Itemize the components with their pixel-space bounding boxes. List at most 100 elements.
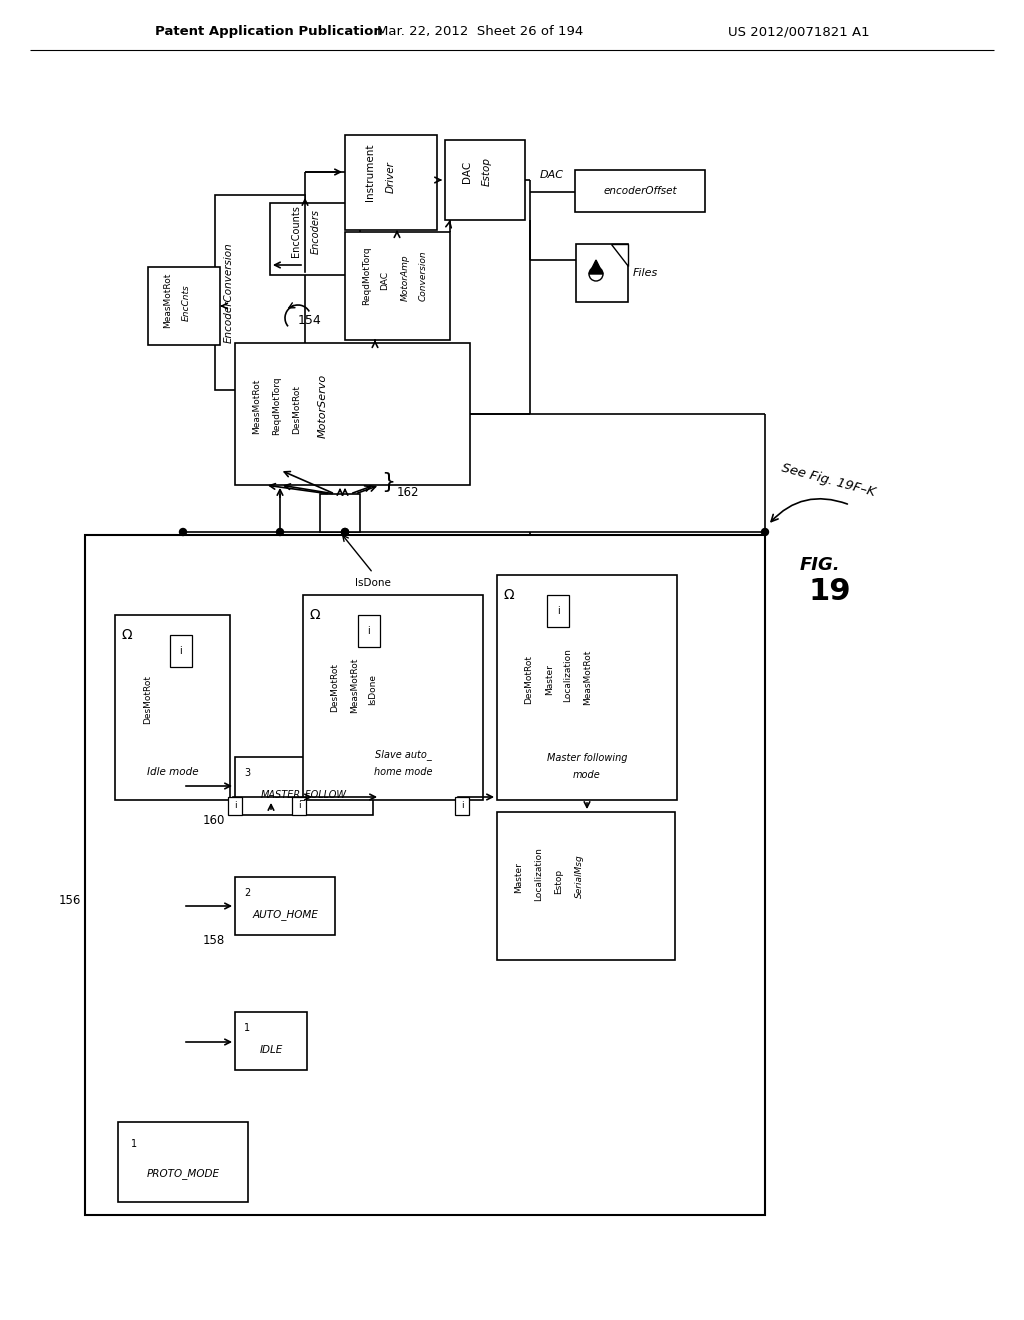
Circle shape bbox=[179, 528, 186, 536]
Bar bbox=[234, 343, 470, 484]
Bar bbox=[319, 494, 360, 532]
Bar bbox=[303, 595, 483, 800]
Text: mode: mode bbox=[573, 770, 601, 780]
Text: DesMotRot: DesMotRot bbox=[331, 663, 340, 711]
Text: DesMotRot: DesMotRot bbox=[143, 675, 153, 723]
Bar bbox=[445, 140, 525, 220]
Text: SerialMsg: SerialMsg bbox=[574, 854, 584, 898]
Circle shape bbox=[276, 528, 284, 536]
Text: 1: 1 bbox=[244, 1023, 250, 1034]
Text: MotorServo: MotorServo bbox=[318, 374, 328, 438]
Text: 3: 3 bbox=[244, 768, 250, 777]
Text: Patent Application Publication: Patent Application Publication bbox=[155, 25, 383, 38]
Bar bbox=[228, 797, 242, 814]
Bar bbox=[547, 595, 569, 627]
Text: PROTO_MODE: PROTO_MODE bbox=[146, 1168, 219, 1180]
Text: home mode: home mode bbox=[374, 767, 432, 777]
Text: ReqdMotTorq: ReqdMotTorq bbox=[362, 247, 372, 305]
Circle shape bbox=[341, 528, 348, 536]
Bar bbox=[575, 244, 628, 302]
Bar bbox=[358, 615, 380, 647]
Text: 160: 160 bbox=[203, 813, 225, 826]
Text: MeasMotRot: MeasMotRot bbox=[164, 272, 172, 327]
Bar bbox=[148, 267, 220, 345]
Text: Files: Files bbox=[633, 268, 658, 279]
Text: i: i bbox=[557, 606, 559, 616]
Text: Encoders: Encoders bbox=[311, 209, 321, 253]
Bar bbox=[345, 232, 450, 341]
Bar bbox=[215, 195, 305, 389]
Bar bbox=[455, 797, 469, 814]
Text: EncCnts: EncCnts bbox=[181, 285, 190, 321]
Text: i: i bbox=[233, 801, 237, 810]
Text: IDLE: IDLE bbox=[259, 1045, 283, 1055]
Text: Idle mode: Idle mode bbox=[146, 767, 199, 777]
Text: Estop: Estop bbox=[555, 869, 563, 894]
Text: EncoderConversion: EncoderConversion bbox=[224, 242, 234, 343]
Bar bbox=[170, 635, 193, 667]
Text: i: i bbox=[298, 801, 300, 810]
Text: Mar. 22, 2012  Sheet 26 of 194: Mar. 22, 2012 Sheet 26 of 194 bbox=[377, 25, 583, 38]
Text: Conversion: Conversion bbox=[419, 251, 427, 301]
Text: encoderOffset: encoderOffset bbox=[603, 186, 677, 195]
Text: Master: Master bbox=[546, 664, 555, 694]
Bar bbox=[497, 576, 677, 800]
Bar bbox=[115, 615, 230, 800]
Bar bbox=[234, 876, 335, 935]
Text: i: i bbox=[368, 626, 371, 636]
Text: i: i bbox=[461, 801, 463, 810]
Text: Ω: Ω bbox=[504, 587, 514, 602]
Polygon shape bbox=[611, 244, 628, 267]
Text: ReqdMotTorq: ReqdMotTorq bbox=[272, 376, 282, 436]
Text: FIG.: FIG. bbox=[800, 556, 841, 574]
Bar bbox=[234, 756, 373, 814]
Text: i: i bbox=[179, 645, 182, 656]
Text: DAC: DAC bbox=[381, 272, 389, 290]
FancyArrowPatch shape bbox=[771, 499, 848, 521]
Text: DAC: DAC bbox=[540, 170, 564, 180]
Text: }: } bbox=[381, 473, 395, 492]
Bar bbox=[234, 1012, 307, 1071]
Bar bbox=[292, 797, 306, 814]
Text: IsDone: IsDone bbox=[355, 578, 391, 587]
Text: 19: 19 bbox=[808, 578, 851, 606]
Bar bbox=[270, 203, 360, 275]
Text: Localization: Localization bbox=[563, 648, 572, 702]
Text: DAC: DAC bbox=[462, 161, 472, 183]
Text: EncCounts: EncCounts bbox=[291, 205, 301, 257]
Text: DesMotRot: DesMotRot bbox=[293, 384, 301, 433]
Text: MotorAmp: MotorAmp bbox=[400, 255, 410, 301]
Text: 162: 162 bbox=[396, 486, 419, 499]
Text: 154: 154 bbox=[298, 314, 322, 326]
Text: 1: 1 bbox=[131, 1139, 137, 1148]
Text: 158: 158 bbox=[203, 933, 225, 946]
Text: Estop: Estop bbox=[482, 157, 492, 186]
Text: 156: 156 bbox=[58, 894, 81, 907]
Text: Slave auto_: Slave auto_ bbox=[375, 750, 431, 760]
Bar bbox=[118, 1122, 248, 1203]
Text: 2: 2 bbox=[244, 888, 250, 898]
Text: Driver: Driver bbox=[386, 161, 396, 194]
Text: See Fig. 19F–K: See Fig. 19F–K bbox=[780, 461, 877, 499]
Text: Ω: Ω bbox=[309, 609, 321, 622]
Text: MASTER_FOLLOW: MASTER_FOLLOW bbox=[261, 789, 347, 800]
Text: AUTO_HOME: AUTO_HOME bbox=[252, 909, 317, 920]
Text: Master: Master bbox=[514, 862, 523, 894]
Text: MeasMotRot: MeasMotRot bbox=[253, 379, 261, 434]
Text: IsDone: IsDone bbox=[369, 675, 378, 705]
Bar bbox=[85, 535, 765, 1214]
Circle shape bbox=[341, 528, 348, 536]
Text: DesMotRot: DesMotRot bbox=[524, 655, 534, 704]
Bar bbox=[345, 135, 437, 230]
Text: MeasMotRot: MeasMotRot bbox=[350, 657, 359, 713]
Text: MeasMotRot: MeasMotRot bbox=[584, 649, 593, 705]
Bar bbox=[497, 812, 675, 960]
Polygon shape bbox=[589, 260, 603, 275]
Text: US 2012/0071821 A1: US 2012/0071821 A1 bbox=[728, 25, 870, 38]
Bar bbox=[575, 170, 705, 213]
Text: Master following: Master following bbox=[547, 752, 628, 763]
Text: Instrument: Instrument bbox=[365, 144, 375, 201]
Circle shape bbox=[762, 528, 768, 536]
Text: Ω: Ω bbox=[122, 628, 132, 642]
Text: Localization: Localization bbox=[535, 847, 544, 902]
